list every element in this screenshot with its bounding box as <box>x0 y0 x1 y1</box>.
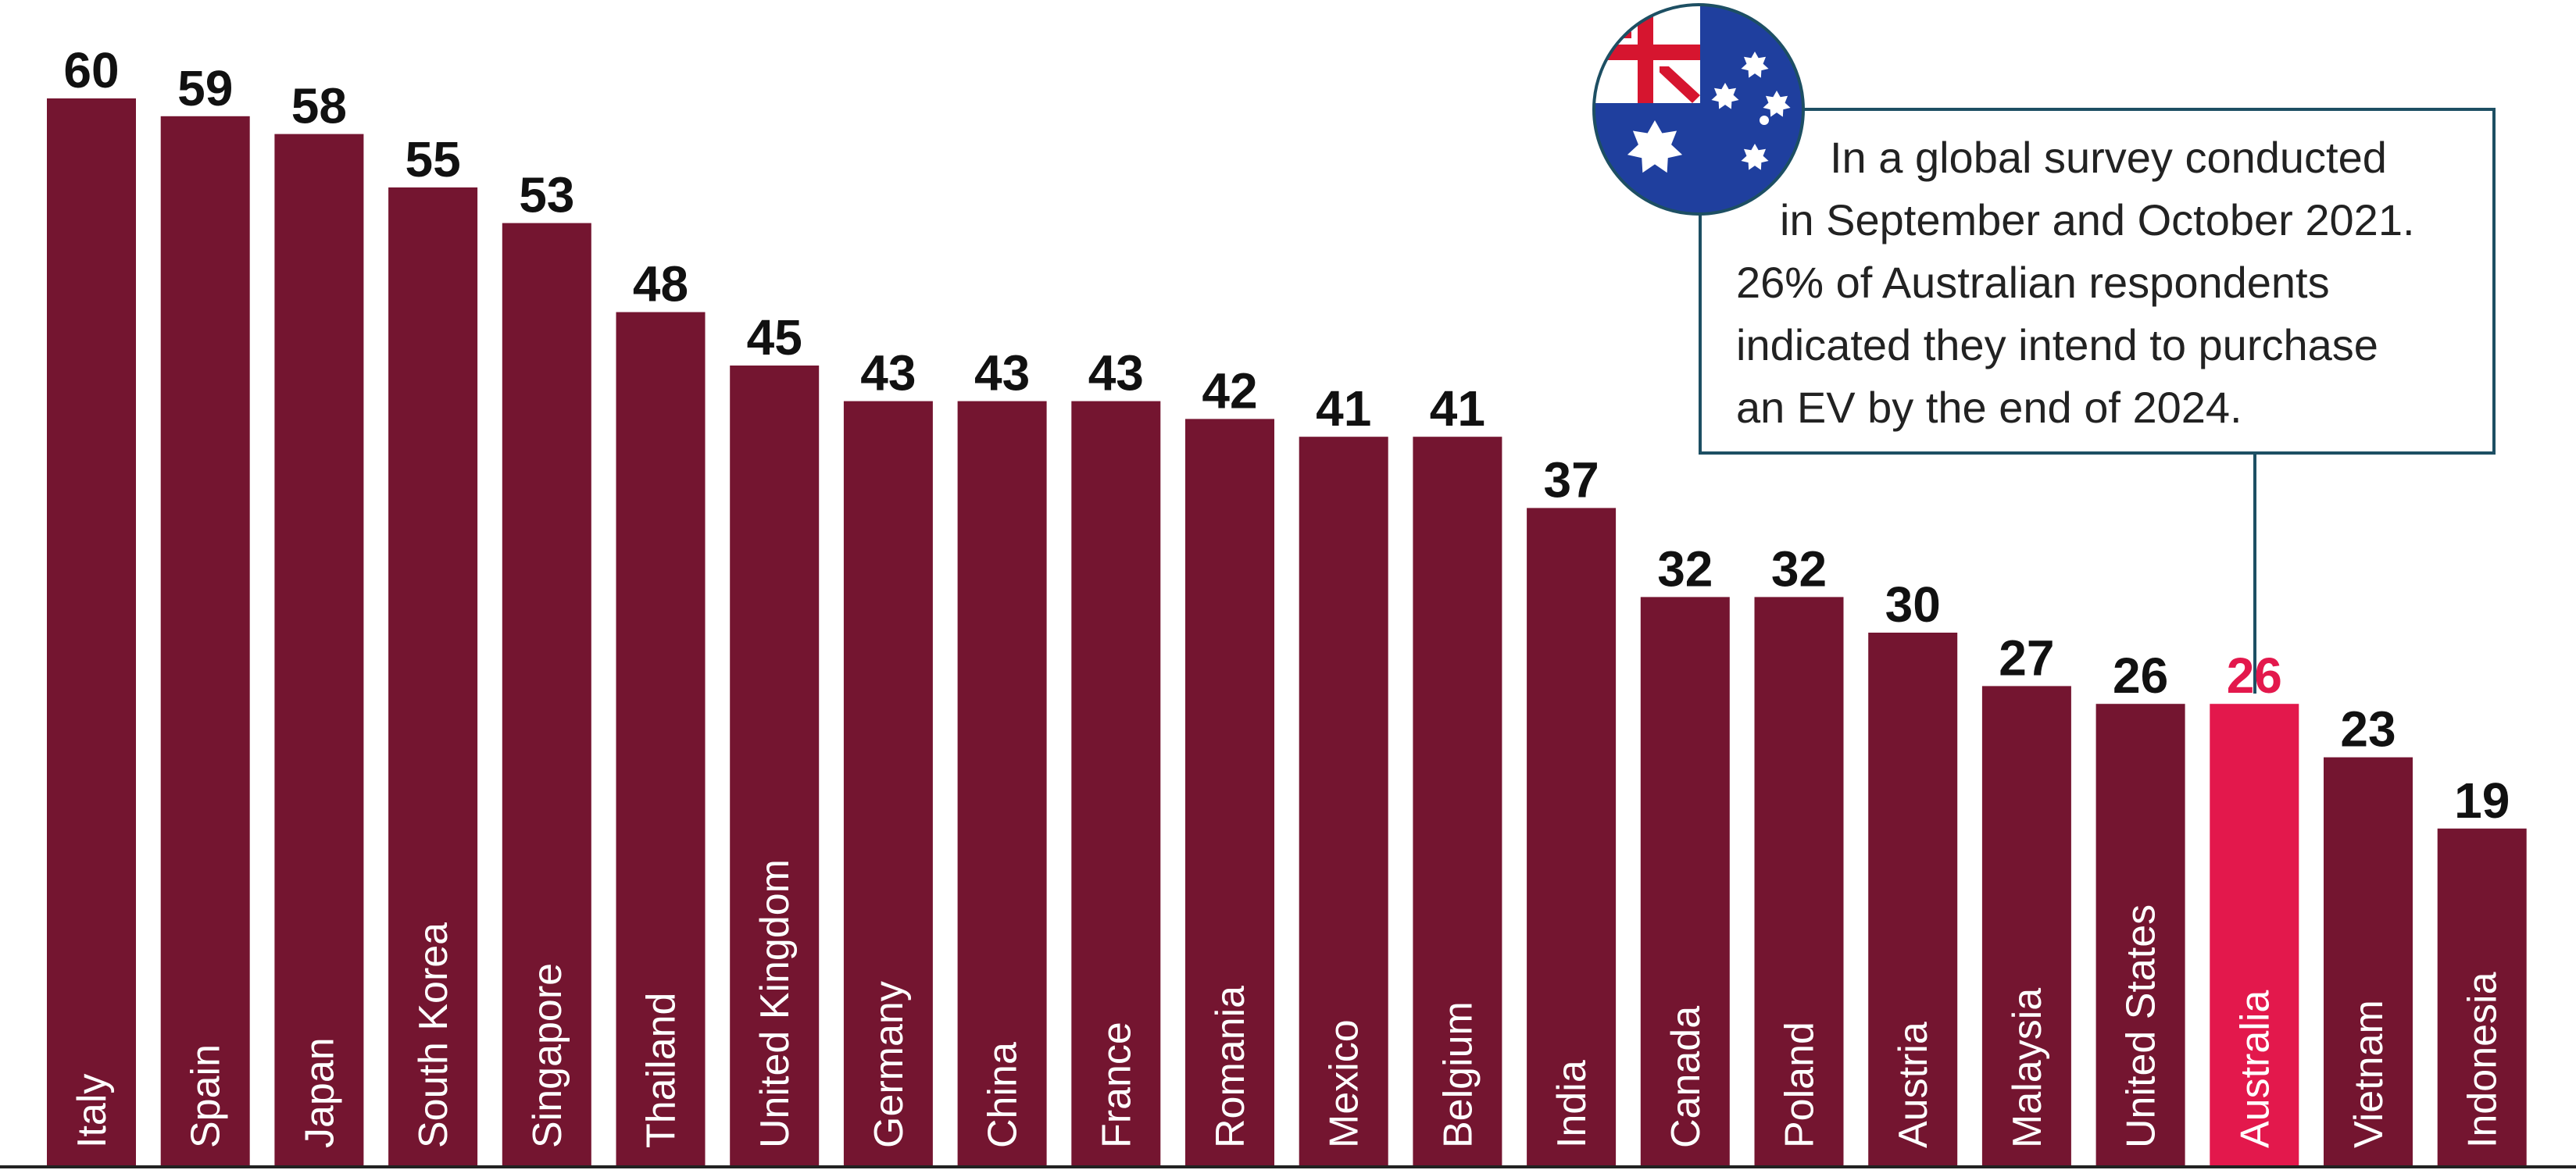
bar-india <box>1527 508 1617 1167</box>
category-label: South Korea <box>411 922 456 1148</box>
value-label: 55 <box>406 131 461 187</box>
bar-singapore <box>502 223 591 1168</box>
callout-line: indicated they intend to purchase <box>1736 320 2378 369</box>
value-label: 41 <box>1316 380 1371 437</box>
bar-italy <box>47 98 136 1167</box>
value-label: 26 <box>2227 647 2282 704</box>
category-label: Malaysia <box>2005 988 2050 1148</box>
bar-spain <box>160 116 250 1167</box>
value-label: 58 <box>291 78 347 134</box>
bar-romania <box>1185 419 1274 1167</box>
value-label: 59 <box>177 60 233 116</box>
bar-united-states <box>2095 704 2185 1167</box>
category-label: Japan <box>297 1037 342 1148</box>
category-label: Spain <box>184 1044 229 1148</box>
bar-australia <box>2210 704 2299 1167</box>
category-label: Austria <box>1891 1022 1936 1148</box>
value-label: 48 <box>633 256 688 312</box>
value-label: 41 <box>1430 380 1485 437</box>
value-label: 27 <box>1999 630 2054 686</box>
bar-china <box>957 401 1047 1167</box>
category-label: Singapore <box>525 963 570 1148</box>
callout-line: an EV by the end of 2024. <box>1736 383 2242 432</box>
category-label: Belgium <box>1435 1001 1481 1148</box>
bar-vietnam <box>2324 757 2413 1167</box>
category-label: India <box>1549 1060 1595 1148</box>
bar-united-kingdom <box>730 366 820 1167</box>
bar-mexico <box>1299 437 1388 1167</box>
value-label: 60 <box>63 42 119 98</box>
category-label: United States <box>2119 904 2164 1148</box>
category-label: France <box>1094 1022 1139 1148</box>
bar-canada <box>1640 597 1730 1167</box>
category-label: Germany <box>866 981 912 1148</box>
value-label: 42 <box>1202 362 1257 419</box>
category-label: United Kingdom <box>752 859 798 1148</box>
value-label: 30 <box>1885 576 1941 633</box>
category-label: Thailand <box>639 993 684 1148</box>
value-label: 23 <box>2340 701 2396 758</box>
value-label: 45 <box>747 309 802 366</box>
category-label: Mexico <box>1322 1019 1367 1148</box>
value-label: 43 <box>860 345 916 401</box>
category-label: China <box>981 1042 1026 1148</box>
category-label: Poland <box>1777 1022 1823 1148</box>
callout-line: 26% of Australian respondents <box>1736 258 2330 307</box>
bar-belgium <box>1413 437 1502 1167</box>
category-label: Vietnam <box>2346 1000 2392 1148</box>
value-label: 19 <box>2454 772 2510 829</box>
value-label: 26 <box>2113 647 2168 704</box>
category-label: Romania <box>1208 986 1253 1148</box>
bar-indonesia <box>2437 828 2527 1167</box>
bar-poland <box>1754 597 1844 1167</box>
annotation-callout: In a global survey conducted in Septembe… <box>1699 108 2496 455</box>
value-label: 43 <box>1088 345 1144 401</box>
bar-germany <box>843 401 933 1167</box>
australia-flag-icon <box>1591 2 1806 217</box>
value-label: 32 <box>1771 540 1827 597</box>
value-label: 37 <box>1544 451 1599 508</box>
value-label: 43 <box>974 345 1030 401</box>
bar-japan <box>274 134 364 1168</box>
callout-line: in September and October 2021. <box>1780 195 2415 244</box>
value-label: 53 <box>519 167 574 223</box>
bar-south-korea <box>388 187 478 1167</box>
bar-austria <box>1868 633 1958 1167</box>
category-label: Canada <box>1663 1006 1709 1148</box>
value-label: 32 <box>1657 540 1713 597</box>
bar-france <box>1071 401 1161 1167</box>
category-label: Australia <box>2232 990 2278 1148</box>
bar-thailand <box>616 312 706 1168</box>
category-label: Indonesia <box>2460 972 2506 1148</box>
callout-line: In a global survey conducted <box>1830 133 2387 182</box>
category-label: Italy <box>70 1074 115 1148</box>
bar-malaysia <box>1981 686 2071 1167</box>
